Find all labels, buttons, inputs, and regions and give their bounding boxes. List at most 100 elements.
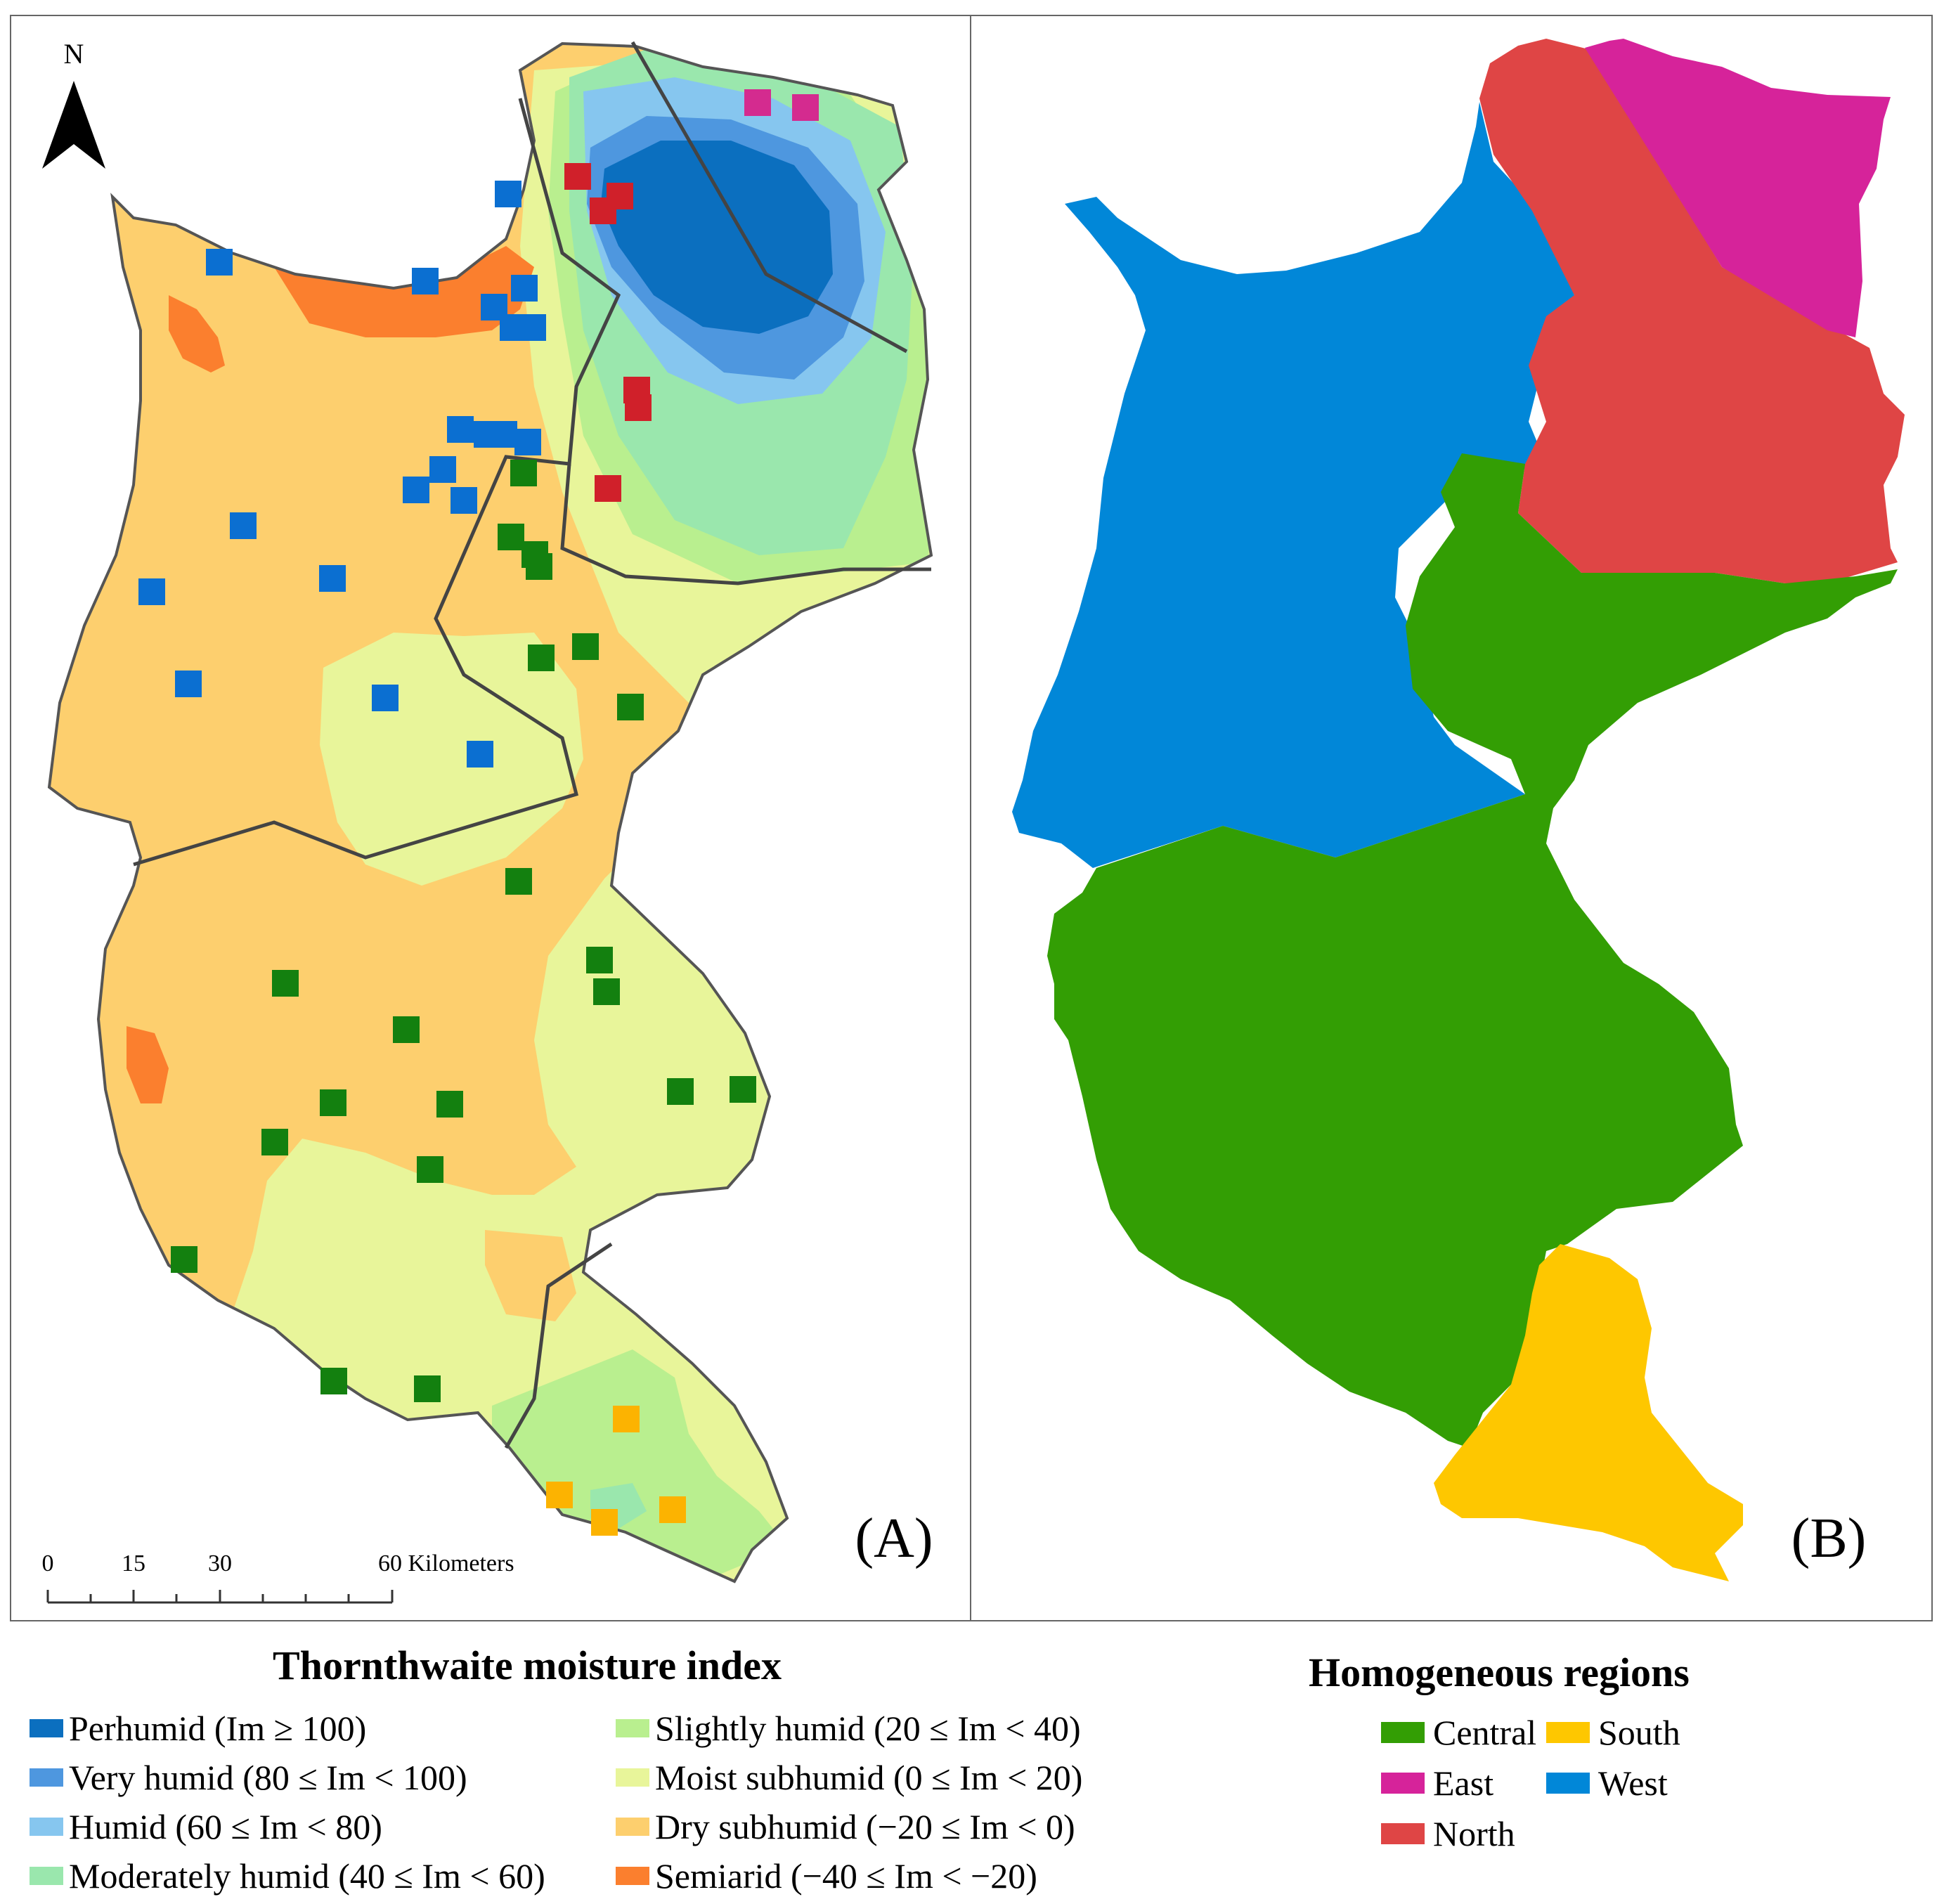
stations-west	[138, 181, 546, 768]
zone-dry-subhumid-south	[485, 1230, 576, 1321]
station-marker	[667, 1078, 694, 1105]
legend-label: Slightly humid (20 ≤ Im < 40)	[655, 1709, 1081, 1748]
station-marker	[272, 970, 299, 997]
station-marker	[417, 1156, 443, 1183]
station-marker	[510, 460, 537, 486]
north-arrow-icon: N	[42, 38, 105, 169]
legend-moist-subhumid: Moist subhumid (0 ≤ Im < 20)	[616, 1757, 1082, 1798]
station-marker	[451, 487, 477, 514]
station-marker	[429, 456, 456, 483]
legend-swatch	[1381, 1722, 1425, 1743]
legend-label: West	[1598, 1763, 1668, 1803]
scale-tick-30: 30	[208, 1550, 232, 1576]
station-marker	[171, 1246, 197, 1273]
station-marker	[206, 249, 233, 276]
legend-slightly-humid: Slightly humid (20 ≤ Im < 40)	[616, 1708, 1081, 1749]
legend-east: East	[1381, 1763, 1493, 1803]
station-marker	[138, 578, 165, 605]
stations-central	[171, 460, 756, 1402]
station-marker	[412, 268, 439, 294]
station-marker	[744, 89, 771, 116]
legend-north: North	[1381, 1813, 1515, 1854]
zone-semiarid-nw	[169, 295, 225, 373]
stations-south	[546, 1406, 686, 1536]
legend-very-humid: Very humid (80 ≤ Im < 100)	[30, 1757, 467, 1798]
homogeneous-regions-map: (B)	[1012, 39, 1905, 1581]
legend-swatch	[616, 1867, 649, 1885]
station-marker	[495, 181, 521, 207]
station-marker	[528, 645, 555, 671]
station-marker	[403, 477, 429, 503]
station-marker	[591, 1509, 618, 1536]
station-marker	[792, 94, 819, 121]
scale-tick-15: 15	[122, 1550, 145, 1576]
station-marker	[617, 694, 644, 720]
region-boundaries	[133, 41, 931, 1449]
legend-south: South	[1546, 1712, 1680, 1753]
region-west	[1012, 102, 1574, 868]
stations-east	[744, 89, 819, 121]
legend-central: Central	[1381, 1712, 1536, 1753]
legend-dry-subhumid: Dry subhumid (−20 ≤ Im < 0)	[616, 1806, 1075, 1847]
legend-swatch	[616, 1719, 649, 1737]
stations-north	[564, 163, 652, 502]
station-marker	[625, 394, 652, 421]
station-marker	[230, 512, 257, 539]
region-south	[1434, 1244, 1743, 1581]
legend-label: South	[1598, 1713, 1680, 1752]
station-marker	[546, 1482, 573, 1508]
legend-label: East	[1433, 1763, 1494, 1803]
region-central	[1047, 453, 1898, 1448]
panel-b-label: (B)	[1791, 1508, 1867, 1569]
panel-a-label: (A)	[855, 1508, 933, 1569]
station-marker	[595, 475, 621, 502]
zone-semiarid-north	[274, 246, 534, 337]
legend-moderately-humid: Moderately humid (40 ≤ Im < 60)	[30, 1856, 545, 1896]
legend-label: Moist subhumid (0 ≤ Im < 20)	[655, 1758, 1083, 1797]
legend-swatch	[616, 1768, 649, 1787]
legend-label: Very humid (80 ≤ Im < 100)	[69, 1758, 467, 1797]
station-marker	[320, 1368, 347, 1394]
legend-label: North	[1433, 1814, 1515, 1853]
region-north	[1479, 39, 1905, 583]
legend-humid: Humid (60 ≤ Im < 80)	[30, 1806, 382, 1847]
station-marker	[505, 868, 532, 895]
legend-swatch	[30, 1768, 63, 1787]
legend-label: Perhumid (Im ≥ 100)	[69, 1709, 367, 1748]
legend-semiarid: Semiarid (−40 ≤ Im < −20)	[616, 1856, 1037, 1896]
station-marker	[491, 421, 517, 448]
legend-swatch	[1546, 1722, 1590, 1743]
scale-tick-60: 60 Kilometers	[378, 1550, 514, 1576]
zone-perhumid	[601, 141, 833, 334]
panel-b-frame	[970, 15, 1933, 1621]
station-marker	[519, 314, 546, 341]
station-marker	[730, 1076, 756, 1103]
legend-swatch	[30, 1818, 63, 1836]
station-marker	[590, 197, 616, 224]
legend-swatch	[1381, 1823, 1425, 1844]
station-marker	[511, 275, 538, 302]
station-marker	[572, 633, 599, 660]
legend-swatch	[616, 1818, 649, 1836]
station-marker	[564, 163, 591, 190]
region-east	[1585, 39, 1891, 337]
station-marker	[414, 1375, 441, 1402]
legend-label: Dry subhumid (−20 ≤ Im < 0)	[655, 1807, 1075, 1846]
station-marker	[436, 1091, 463, 1118]
station-marker	[319, 565, 346, 592]
station-marker	[372, 685, 398, 711]
station-marker	[586, 947, 613, 973]
legend-perhumid: Perhumid (Im ≥ 100)	[30, 1708, 366, 1749]
station-marker	[659, 1496, 686, 1523]
station-marker	[498, 524, 524, 550]
station-marker	[613, 1406, 640, 1432]
scale-tick-0: 0	[42, 1550, 54, 1576]
station-marker	[320, 1089, 346, 1116]
legend-swatch	[1381, 1773, 1425, 1794]
moisture-index-map: N 0 15 30 60 Kilometers (A)	[42, 38, 933, 1604]
zone-semiarid-west	[127, 1026, 169, 1103]
legend-label: Semiarid (−40 ≤ Im < −20)	[655, 1856, 1037, 1896]
station-marker	[447, 416, 474, 443]
legend-label: Central	[1433, 1713, 1537, 1752]
